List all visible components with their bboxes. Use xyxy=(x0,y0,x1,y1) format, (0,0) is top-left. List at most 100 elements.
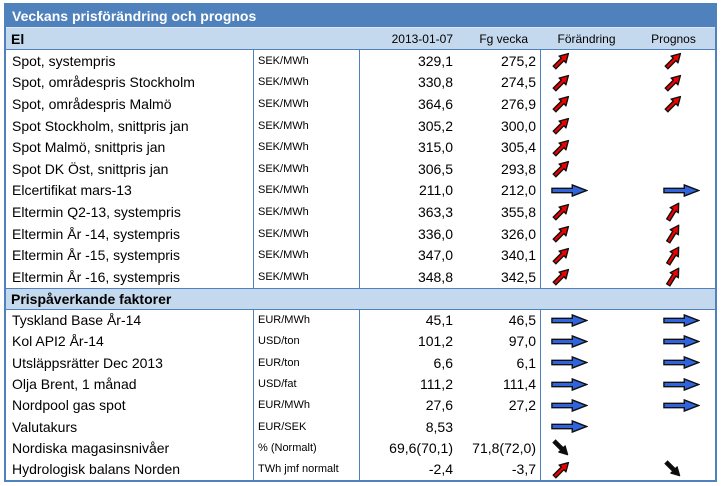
trend-up-icon xyxy=(550,157,573,180)
row-current-value: 8,53 xyxy=(425,418,453,435)
trend-flat-icon xyxy=(663,335,700,348)
row-change-arrow-cell xyxy=(541,331,632,352)
trend-up-icon xyxy=(550,136,573,159)
row-current-value: 336,0 xyxy=(417,225,453,242)
row-forecast-arrow-cell xyxy=(632,72,715,94)
table-row: Spot DK Öst, snittpris jan SEK/MWh 306,5 29… xyxy=(6,157,715,180)
section-1: Prispåverkande faktorer Tyskland Base År-… xyxy=(6,287,715,480)
row-change-arrow-cell xyxy=(541,201,632,223)
row-forecast-arrow-cell xyxy=(632,180,715,202)
row-current-value: 306,5 xyxy=(417,160,453,177)
trend-up-icon xyxy=(662,71,685,94)
row-previous-value: 305,4 xyxy=(457,136,541,158)
row-current-value: 45,1 xyxy=(425,312,453,329)
row-previous-value: 355,8 xyxy=(457,201,541,223)
row-name: Spot Malmö, snittpris jan xyxy=(6,136,254,158)
row-change-arrow-cell xyxy=(541,136,632,158)
row-current-value: 364,6 xyxy=(417,95,453,112)
row-previous-value: 97,0 xyxy=(457,330,541,353)
trend-flat-icon xyxy=(663,184,700,197)
row-forecast-arrow-cell xyxy=(632,136,715,158)
column-header-date: 2013-01-07 xyxy=(391,31,453,46)
row-name: Nordpool gas spot xyxy=(6,394,254,417)
row-change-arrow-cell xyxy=(541,395,632,416)
trend-flat-icon xyxy=(551,335,588,348)
row-change-arrow-cell xyxy=(541,180,632,202)
table-row: Eltermin År -14, systempris SEK/MWh 336,0 3… xyxy=(6,222,715,245)
row-unit: SEK/MWh xyxy=(254,201,360,223)
trend-up-icon xyxy=(550,49,573,72)
trend-flat-icon xyxy=(551,314,588,327)
table-row: Spot Stockholm, snittpris jan SEK/MWh 305,… xyxy=(6,114,715,137)
row-change-arrow-cell xyxy=(541,310,632,331)
row-unit: % (Normalt) xyxy=(254,437,360,459)
section-label-el: El xyxy=(11,30,25,47)
row-unit: EUR/MWh xyxy=(254,394,360,417)
row-name: Spot, systempris xyxy=(6,50,254,72)
row-name: Olja Brent, 1 månad xyxy=(6,373,254,395)
row-name: Tyskland Base År-14 xyxy=(6,309,254,331)
table-row: Kol API2 År-14 USD/ton 101,2 97,0 xyxy=(6,330,715,353)
trend-up-icon xyxy=(550,244,573,267)
row-previous-value: 111,4 xyxy=(457,373,541,395)
row-previous-value: 6,1 xyxy=(457,352,541,374)
table-row: Nordpool gas spot EUR/MWh 27,6 27,2 xyxy=(6,394,715,417)
row-change-arrow-cell xyxy=(541,459,632,480)
row-forecast-arrow-cell xyxy=(632,223,715,245)
row-current-value: -2,4 xyxy=(428,461,453,478)
trend-flat-icon xyxy=(551,378,588,391)
row-previous-value: 46,5 xyxy=(457,309,541,331)
trend-down-icon xyxy=(662,459,683,480)
trend-up-icon xyxy=(663,265,683,289)
row-current-value: 111,2 xyxy=(420,376,453,393)
trend-up-icon xyxy=(550,265,573,288)
row-forecast-arrow-cell xyxy=(632,266,715,288)
row-previous-value: 274,5 xyxy=(457,71,541,94)
row-current-value: 347,0 xyxy=(417,247,453,264)
trend-up-icon xyxy=(662,49,685,72)
row-forecast-arrow-cell xyxy=(632,244,715,266)
row-name: Eltermin År -16, systempris xyxy=(6,265,254,288)
trend-up-icon xyxy=(663,200,683,224)
row-change-arrow-cell xyxy=(541,416,632,437)
row-previous-value: 326,0 xyxy=(457,222,541,245)
row-forecast-arrow-cell xyxy=(632,373,715,394)
table-row: Eltermin Q2-13, systempris SEK/MWh 363,3 35… xyxy=(6,201,715,223)
column-header-change: Förändring xyxy=(557,31,616,46)
row-current-value: 101,2 xyxy=(417,333,453,350)
table-row: Spot Malmö, snittpris jan SEK/MWh 315,0 305… xyxy=(6,136,715,158)
table-row: Elcertifikat mars-13 SEK/MWh 211,0 212,0 xyxy=(6,179,715,202)
trend-up-icon xyxy=(663,222,683,246)
column-header-previous-week: Fg vecka xyxy=(479,31,528,46)
row-forecast-arrow-cell xyxy=(632,201,715,223)
table-row: Olja Brent, 1 månad USD/fat 111,2 111,4 xyxy=(6,373,715,395)
trend-flat-icon xyxy=(551,399,588,412)
row-name: Spot DK Öst, snittpris jan xyxy=(6,157,254,180)
row-forecast-arrow-cell xyxy=(632,93,715,115)
row-unit: SEK/MWh xyxy=(254,265,360,288)
row-unit: SEK/MWh xyxy=(254,244,360,266)
row-current-value: 6,6 xyxy=(433,354,453,371)
column-header-row: El 2013-01-07 Fg vecka Förändring Progno… xyxy=(6,28,715,50)
row-previous-value xyxy=(457,416,541,438)
row-unit: USD/ton xyxy=(254,330,360,353)
row-current-value: 315,0 xyxy=(417,139,453,156)
row-current-value: 211,0 xyxy=(419,182,453,199)
row-unit: SEK/MWh xyxy=(254,157,360,180)
row-previous-value: 212,0 xyxy=(457,179,541,202)
row-current-value: 69,6(70,1) xyxy=(389,439,453,456)
row-name: Valutakurs xyxy=(6,416,254,438)
row-unit: SEK/MWh xyxy=(254,50,360,72)
row-previous-value: 275,2 xyxy=(457,50,541,72)
row-name: Elcertifikat mars-13 xyxy=(6,179,254,202)
table-row: Utsläppsrätter Dec 2013 EUR/ton 6,6 6,1 xyxy=(6,352,715,374)
row-change-arrow-cell xyxy=(541,352,632,373)
report-title: Veckans prisförändring och prognos xyxy=(6,5,715,28)
row-previous-value: 293,8 xyxy=(457,157,541,180)
row-previous-value: 340,1 xyxy=(457,244,541,266)
row-previous-value: 342,5 xyxy=(457,265,541,288)
row-name: Eltermin År -15, systempris xyxy=(6,244,254,266)
row-name: Eltermin År -14, systempris xyxy=(6,222,254,245)
table-row: Spot, områdespris Stockholm SEK/MWh 330,8 2… xyxy=(6,71,715,94)
row-current-value: 305,2 xyxy=(417,117,453,134)
